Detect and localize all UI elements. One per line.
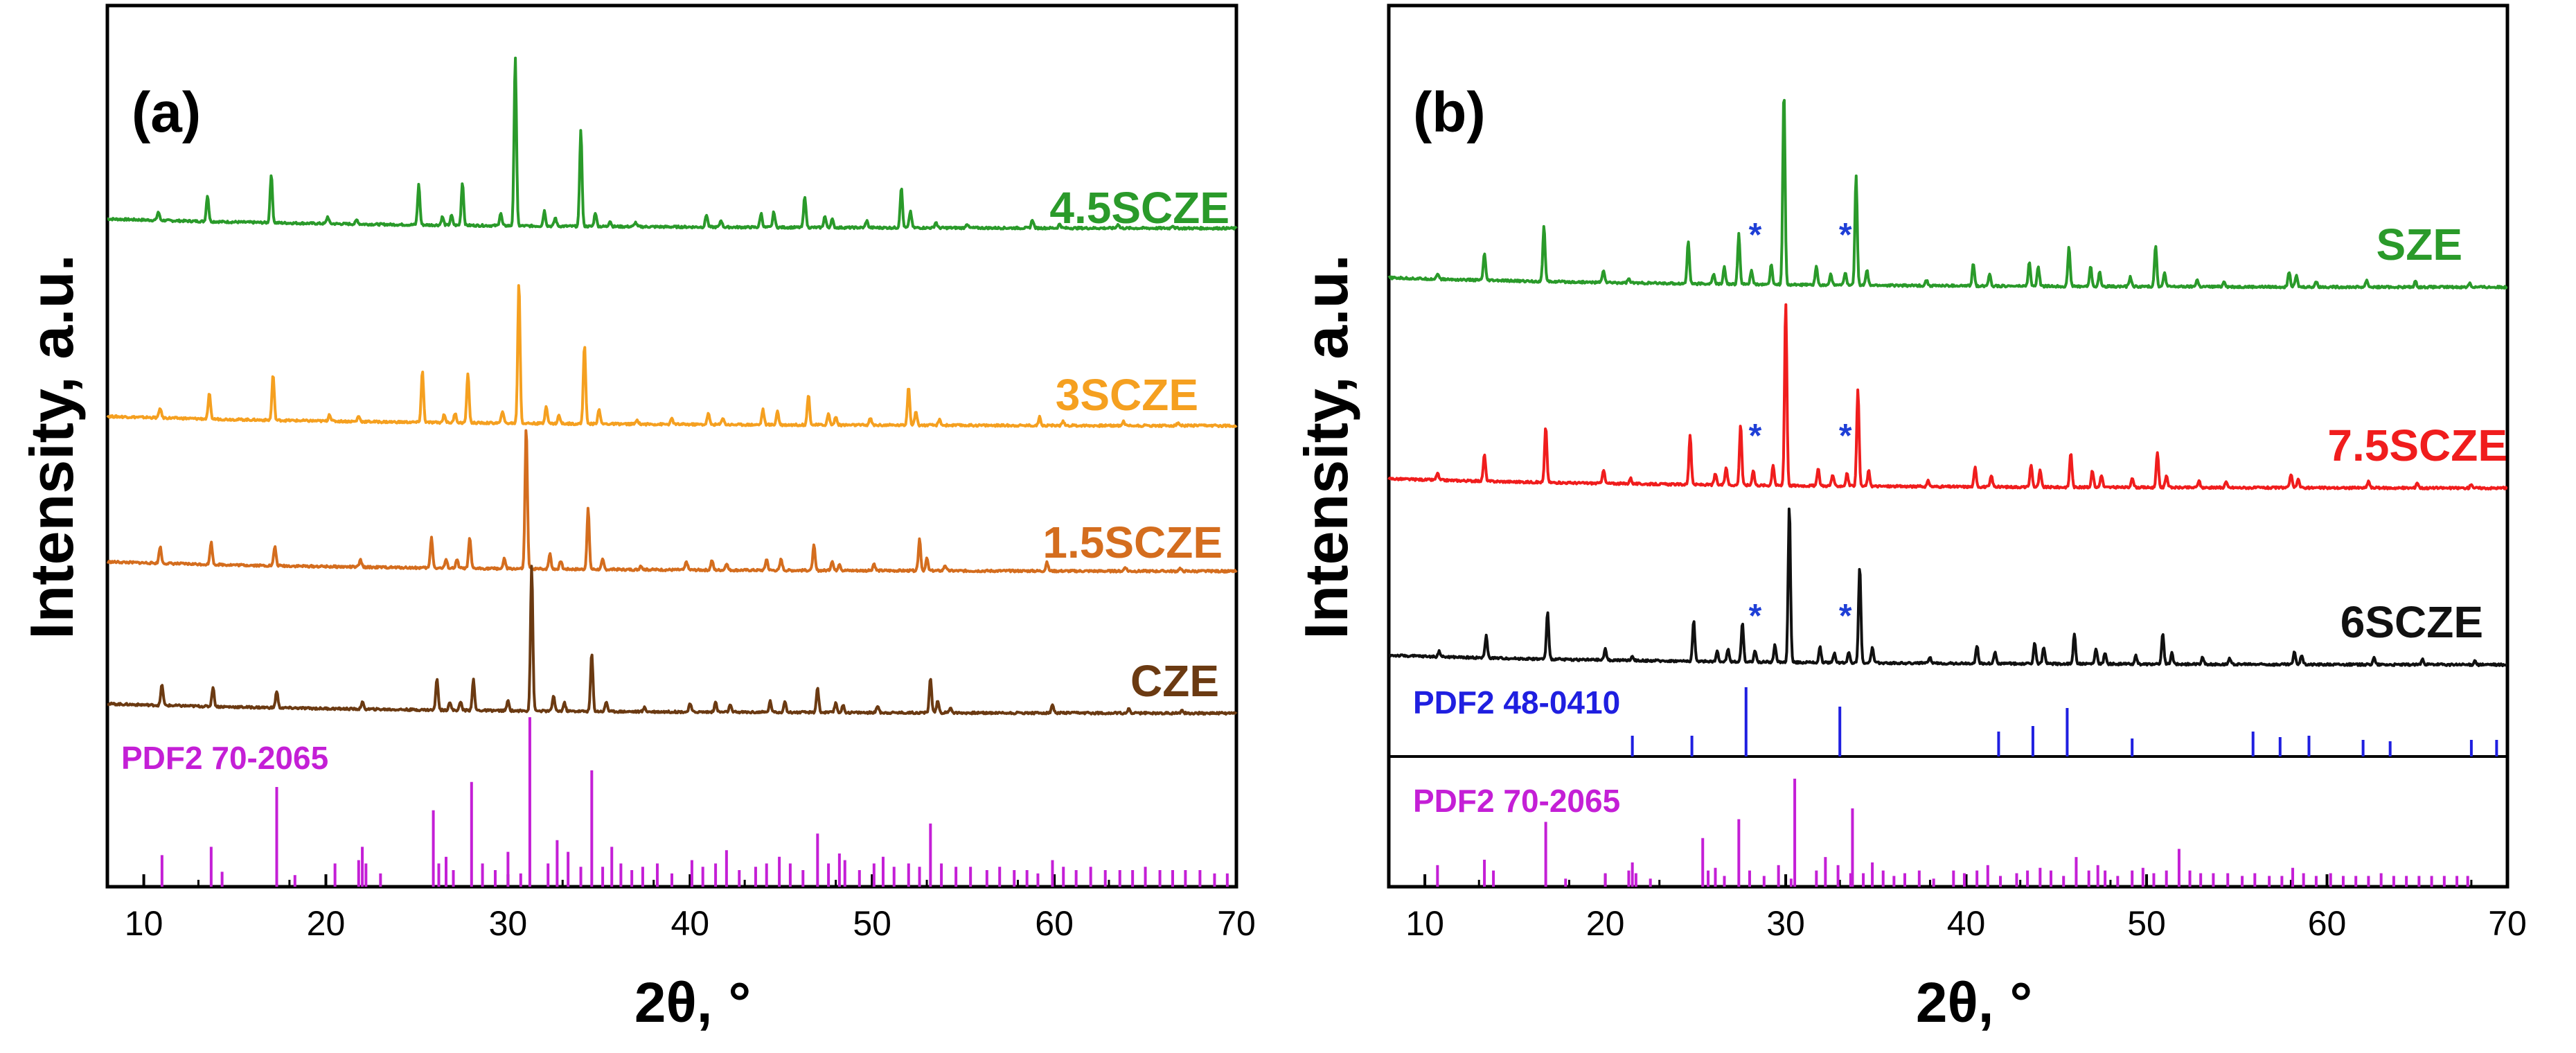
series-6SCZE: 6SCZE: [1388, 507, 2508, 667]
series-CZE: CZE: [107, 565, 1238, 716]
series-SZE: SZE: [1387, 98, 2508, 290]
series-PDF2-48-0410: PDF2 48-0410: [1413, 684, 2498, 756]
impurity-star-marker: *: [1839, 418, 1852, 454]
x-tick-label: 50: [853, 904, 891, 943]
impurity-star-marker: *: [1749, 598, 1762, 635]
series-line: [1387, 98, 2508, 290]
series-line: [1388, 507, 2508, 667]
series-label: PDF2 48-0410: [1413, 684, 1620, 720]
panel-b-label: (b): [1413, 81, 1486, 144]
series-label: 4.5SCZE: [1049, 183, 1229, 233]
panel-a: (a) Intensity, a.u. 2θ, ° 10 20 30 40 50 60 70…: [17, 3, 1256, 1034]
panel-b-frame: [1387, 3, 2510, 889]
series-7.5SCZE: 7.5SCZE: [1387, 303, 2508, 490]
panel-b: (b) Intensity, a.u. 2θ, ° 10 20 30 40 50 60 70…: [1292, 3, 2527, 1034]
impurity-star-marker: *: [1839, 598, 1852, 635]
series-line: [1387, 303, 2508, 490]
panel-a-series: 4.5SCZE 3SCZE 1.5SCZE CZE PDF2 70-2065: [106, 56, 1238, 887]
series-line: [107, 56, 1238, 231]
panel-a-label: (a): [132, 81, 201, 144]
panel-a-x-axis-label: 2θ, °: [634, 971, 751, 1034]
series-label: 3SCZE: [1056, 370, 1198, 420]
x-tick-label: 40: [1947, 904, 1986, 943]
panel-b-x-axis-label: 2θ, °: [1916, 971, 2032, 1034]
series-line: [107, 565, 1238, 716]
x-tick-label: 40: [670, 904, 709, 943]
series-label: PDF2 70-2065: [1413, 783, 1620, 819]
x-tick-label: 10: [125, 904, 163, 943]
panel-b-series: SZE 7.5SCZE 6SCZE PDF2 48-0410 PDF2 70-2065 *…: [1387, 98, 2508, 887]
x-tick-label: 70: [2488, 904, 2527, 943]
x-tick-label: 30: [1766, 904, 1805, 943]
panel-b-y-axis-label: Intensity, a.u.: [1292, 254, 1360, 639]
series-PDF2-70-2065: PDF2 70-2065: [1413, 779, 2469, 887]
series-1.5SCZE: 1.5SCZE: [106, 429, 1238, 574]
series-label: SZE: [2377, 220, 2462, 269]
panel-b-x-ticks: 10 20 30 40 50 60 70: [1387, 874, 2527, 943]
panel-a-x-ticks: 10 20 30 40 50 60 70: [106, 874, 1256, 943]
series-label: PDF2 70-2065: [121, 740, 328, 776]
series-label: CZE: [1130, 656, 1219, 706]
series-label: 1.5SCZE: [1042, 517, 1223, 567]
series-line: [106, 429, 1238, 574]
x-tick-label: 30: [489, 904, 528, 943]
x-tick-label: 10: [1405, 904, 1444, 943]
impurity-star-marker: *: [1749, 418, 1762, 454]
series-label: 7.5SCZE: [2327, 421, 2507, 470]
impurity-star-marker: *: [1839, 217, 1852, 254]
panel-a-y-axis-label: Intensity, a.u.: [17, 254, 86, 639]
x-tick-label: 50: [2127, 904, 2166, 943]
x-tick-label: 60: [2308, 904, 2347, 943]
x-tick-label: 20: [307, 904, 346, 943]
series-label: 6SCZE: [2340, 597, 2483, 647]
series-3SCZE: 3SCZE: [106, 284, 1238, 428]
x-tick-label: 70: [1217, 904, 1256, 943]
x-tick-label: 20: [1586, 904, 1625, 943]
series-PDF2-70-2065: PDF2 70-2065: [121, 717, 1229, 887]
impurity-star-marker: *: [1749, 217, 1762, 254]
x-tick-label: 60: [1035, 904, 1074, 943]
series-line: [106, 284, 1238, 428]
series-4.5SCZE: 4.5SCZE: [107, 56, 1238, 233]
